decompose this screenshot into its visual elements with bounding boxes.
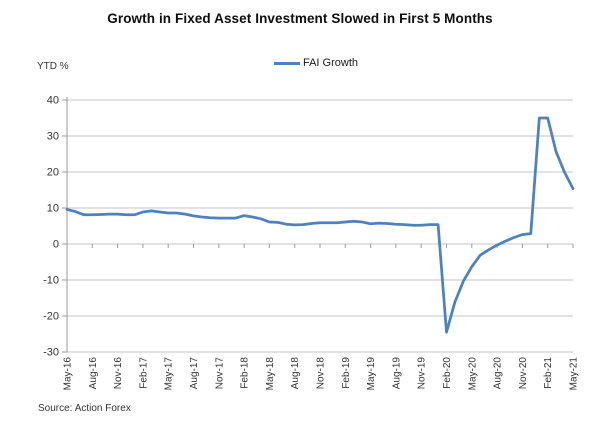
x-tick-label: Aug-18 (290, 357, 301, 390)
x-tick-label: May-21 (569, 357, 580, 391)
y-axis-unit-label: YTD % (37, 61, 69, 72)
x-tick-label: May-20 (467, 357, 478, 391)
y-tick-label: 0 (53, 239, 59, 251)
legend: FAI Growth (16, 57, 600, 69)
x-tick-label: May-19 (366, 357, 377, 391)
x-tick-label: Nov-16 (113, 357, 124, 390)
x-tick-label: Nov-17 (214, 357, 225, 390)
fai-growth-line-series (65, 116, 575, 334)
x-tick-label: Nov-19 (417, 357, 428, 390)
x-tick-label: Feb-20 (442, 357, 453, 389)
x-tick-label: Aug-16 (88, 357, 99, 390)
x-tick-label: Nov-20 (518, 357, 529, 390)
chart-title: Growth in Fixed Asset Investment Slowed … (107, 11, 493, 26)
y-tick-label: -10 (43, 275, 59, 287)
y-tick-label: -30 (43, 347, 59, 359)
x-tick-label: Aug-20 (493, 357, 504, 390)
y-tick-label: 10 (47, 203, 59, 215)
x-tick-label: Feb-19 (341, 357, 352, 389)
x-tick-label: Feb-17 (138, 357, 149, 389)
x-tick-label: May-16 (63, 357, 74, 391)
y-tick-label: 40 (47, 95, 59, 107)
x-tick-label: Aug-17 (189, 357, 200, 390)
y-tick-label: 20 (47, 167, 59, 179)
x-tick-label: May-18 (265, 357, 276, 391)
x-tick-label: Nov-18 (316, 357, 327, 390)
x-tick-label: Feb-18 (240, 357, 251, 389)
y-tick-label: 30 (47, 131, 59, 143)
x-tick-label: Aug-19 (391, 357, 402, 390)
legend-line-swatch (273, 61, 300, 65)
x-tick-label: Feb-21 (543, 357, 554, 389)
legend-label: FAI Growth (302, 57, 359, 69)
x-tick-label: May-17 (164, 357, 175, 391)
source-note: Source: Action Forex (38, 403, 131, 414)
y-tick-label: -20 (43, 311, 59, 323)
